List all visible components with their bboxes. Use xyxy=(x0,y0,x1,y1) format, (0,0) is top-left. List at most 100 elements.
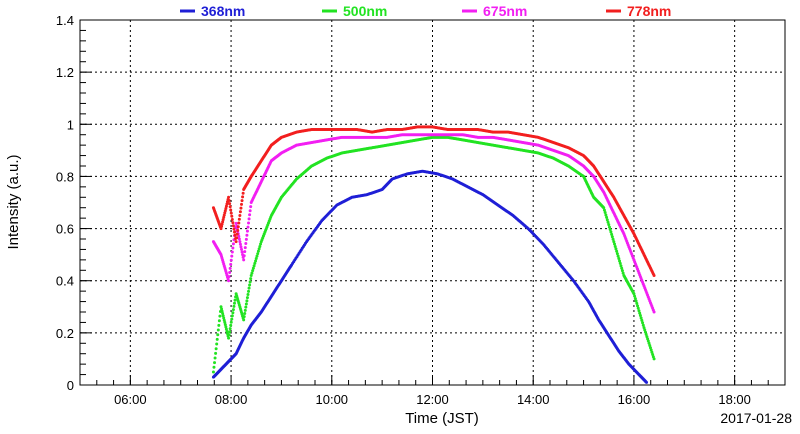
legend-item-368nm: 368nm xyxy=(180,3,245,19)
legend-item-778nm: 778nm xyxy=(606,3,671,19)
y-tick-label: 1.4 xyxy=(56,13,74,28)
data-point xyxy=(222,318,226,322)
data-point xyxy=(249,277,253,281)
data-point xyxy=(602,208,606,212)
data-point xyxy=(238,240,242,244)
series-500nm xyxy=(211,135,656,374)
data-point xyxy=(248,280,252,284)
data-point xyxy=(251,266,255,270)
data-point xyxy=(245,229,249,233)
y-tick-label: 1 xyxy=(67,117,74,132)
data-point xyxy=(227,336,231,340)
legend-label: 675nm xyxy=(483,3,527,19)
x-tick-label: 18:00 xyxy=(718,392,751,407)
legend: 368nm 500nm 675nm 778nm xyxy=(180,3,671,19)
data-point xyxy=(228,330,232,334)
data-point xyxy=(240,199,244,203)
data-point xyxy=(240,202,243,206)
data-point xyxy=(635,301,639,305)
data-point xyxy=(229,320,233,324)
data-point xyxy=(230,217,234,221)
data-point xyxy=(227,333,231,337)
data-point xyxy=(257,247,261,251)
data-point xyxy=(241,195,245,199)
data-point xyxy=(230,214,234,218)
legend-label: 500nm xyxy=(343,3,387,19)
data-point xyxy=(230,314,234,318)
data-point xyxy=(228,202,232,206)
y-axis-title: Intensity (a.u.) xyxy=(5,154,22,249)
data-point xyxy=(215,337,219,341)
data-point xyxy=(231,311,235,315)
data-point xyxy=(258,244,262,248)
data-point xyxy=(239,206,243,210)
data-point xyxy=(620,269,624,273)
data-point xyxy=(615,252,619,256)
data-point xyxy=(243,246,247,250)
data-point xyxy=(256,252,260,256)
data-point xyxy=(220,307,224,311)
data-point xyxy=(636,304,640,308)
data-point xyxy=(229,323,233,327)
data-point xyxy=(244,237,248,241)
x-tick-label: 16:00 xyxy=(618,392,651,407)
data-point xyxy=(223,323,227,327)
data-point xyxy=(245,299,249,303)
data-point xyxy=(216,328,220,332)
data-point xyxy=(242,315,246,319)
grid xyxy=(80,20,785,385)
data-point xyxy=(221,314,225,318)
data-point xyxy=(609,230,613,234)
data-point xyxy=(235,232,239,236)
data-point xyxy=(248,209,252,213)
data-point xyxy=(229,211,233,215)
data-point xyxy=(616,254,620,258)
series-675nm xyxy=(211,133,656,314)
data-point xyxy=(246,225,250,229)
data-point xyxy=(613,244,617,248)
data-point xyxy=(641,321,645,325)
data-point xyxy=(242,318,246,322)
data-point xyxy=(602,206,606,210)
data-point xyxy=(605,218,609,222)
data-point xyxy=(223,211,227,215)
data-point xyxy=(242,258,246,262)
data-point xyxy=(232,304,236,308)
data-point xyxy=(255,254,259,258)
data-point xyxy=(245,296,249,300)
data-point xyxy=(633,294,637,298)
data-point xyxy=(244,241,248,245)
data-point xyxy=(228,327,232,331)
series-368nm xyxy=(211,169,649,384)
y-tick-label: 0.4 xyxy=(56,274,74,289)
data-point xyxy=(652,310,656,314)
data-point xyxy=(227,198,231,202)
data-point xyxy=(212,365,216,369)
data-point xyxy=(220,224,224,228)
data-point xyxy=(224,206,228,210)
data-point xyxy=(604,213,608,217)
data-point xyxy=(639,316,643,320)
data-point xyxy=(236,225,240,229)
data-point xyxy=(213,361,217,365)
data-point xyxy=(652,357,656,361)
data-point xyxy=(238,210,242,214)
data-point xyxy=(617,257,621,261)
data-point xyxy=(234,221,238,225)
data-point xyxy=(247,217,251,221)
data-point xyxy=(232,227,236,231)
data-point xyxy=(608,228,612,231)
x-tick-label: 06:00 xyxy=(114,392,147,407)
data-point xyxy=(236,228,240,232)
data-point xyxy=(607,223,611,227)
y-tick-label: 0.2 xyxy=(56,326,74,341)
data-point xyxy=(243,308,247,312)
data-point xyxy=(213,356,217,360)
data-point xyxy=(217,323,221,327)
data-point xyxy=(222,215,226,219)
data-point xyxy=(227,195,231,199)
data-point xyxy=(638,314,642,318)
data-point xyxy=(243,311,247,315)
data-point xyxy=(246,292,250,296)
data-point xyxy=(240,250,244,254)
